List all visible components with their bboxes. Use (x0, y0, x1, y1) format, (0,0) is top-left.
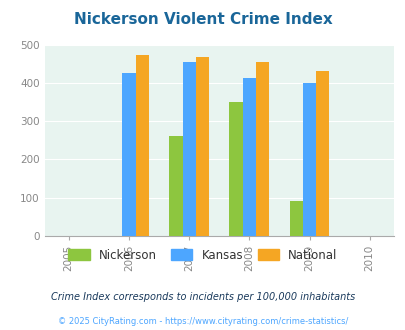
Bar (182, 62, 195, 236)
Bar (195, 57, 209, 236)
Text: Nickerson Violent Crime Index: Nickerson Violent Crime Index (73, 12, 332, 26)
Text: Crime Index corresponds to incidents per 100,000 inhabitants: Crime Index corresponds to incidents per… (51, 292, 354, 302)
Bar (169, 136, 182, 236)
Bar (122, 73, 135, 236)
Bar (302, 83, 315, 236)
Legend: Nickerson, Kansas, National: Nickerson, Kansas, National (64, 244, 341, 266)
Text: © 2025 CityRating.com - https://www.cityrating.com/crime-statistics/: © 2025 CityRating.com - https://www.city… (58, 317, 347, 326)
Bar (242, 78, 255, 236)
Bar (315, 71, 328, 236)
Bar (255, 62, 269, 236)
Bar (289, 202, 302, 236)
Bar (229, 102, 242, 236)
Bar (135, 55, 149, 236)
